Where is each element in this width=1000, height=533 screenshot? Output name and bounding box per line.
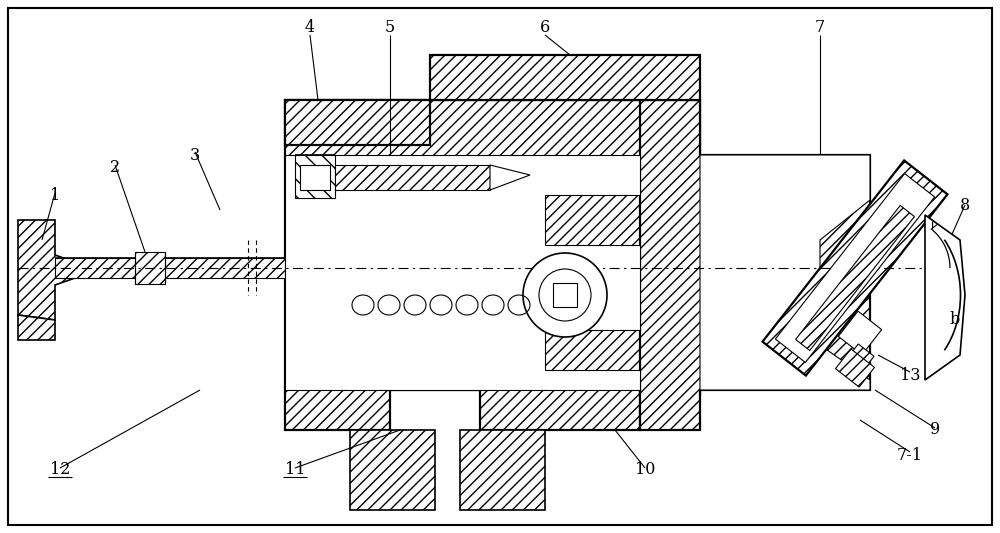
Polygon shape [335, 165, 490, 190]
Circle shape [523, 253, 607, 337]
Text: 7: 7 [815, 20, 825, 36]
Polygon shape [490, 165, 530, 190]
Text: 4: 4 [305, 20, 315, 36]
Polygon shape [553, 283, 577, 307]
Polygon shape [640, 100, 870, 430]
Text: 3: 3 [190, 147, 200, 164]
Text: 10: 10 [635, 462, 655, 479]
Polygon shape [8, 8, 992, 525]
Polygon shape [135, 252, 165, 284]
Polygon shape [796, 206, 914, 351]
Polygon shape [55, 258, 285, 278]
Polygon shape [460, 430, 545, 510]
Polygon shape [846, 344, 874, 372]
Polygon shape [763, 160, 947, 376]
Text: 12: 12 [50, 462, 70, 479]
Text: 1: 1 [50, 187, 60, 204]
Text: 2: 2 [110, 159, 120, 176]
Polygon shape [838, 311, 882, 355]
Polygon shape [775, 174, 935, 362]
Polygon shape [700, 155, 870, 390]
Polygon shape [295, 155, 335, 198]
Polygon shape [925, 215, 965, 380]
Polygon shape [350, 430, 435, 510]
Polygon shape [18, 315, 55, 340]
Polygon shape [285, 155, 640, 390]
Polygon shape [285, 100, 700, 430]
Polygon shape [430, 55, 700, 100]
Text: 5: 5 [385, 20, 395, 36]
Text: 13: 13 [900, 367, 920, 384]
Polygon shape [835, 349, 875, 387]
Text: 7-1: 7-1 [897, 447, 923, 464]
Text: 9: 9 [930, 422, 940, 439]
Text: b: b [950, 311, 960, 328]
Polygon shape [285, 100, 430, 145]
Text: 6: 6 [540, 20, 550, 36]
Circle shape [539, 269, 591, 321]
Text: 11: 11 [285, 462, 305, 479]
Polygon shape [18, 220, 75, 320]
Text: 8: 8 [960, 197, 970, 214]
Polygon shape [300, 165, 330, 190]
